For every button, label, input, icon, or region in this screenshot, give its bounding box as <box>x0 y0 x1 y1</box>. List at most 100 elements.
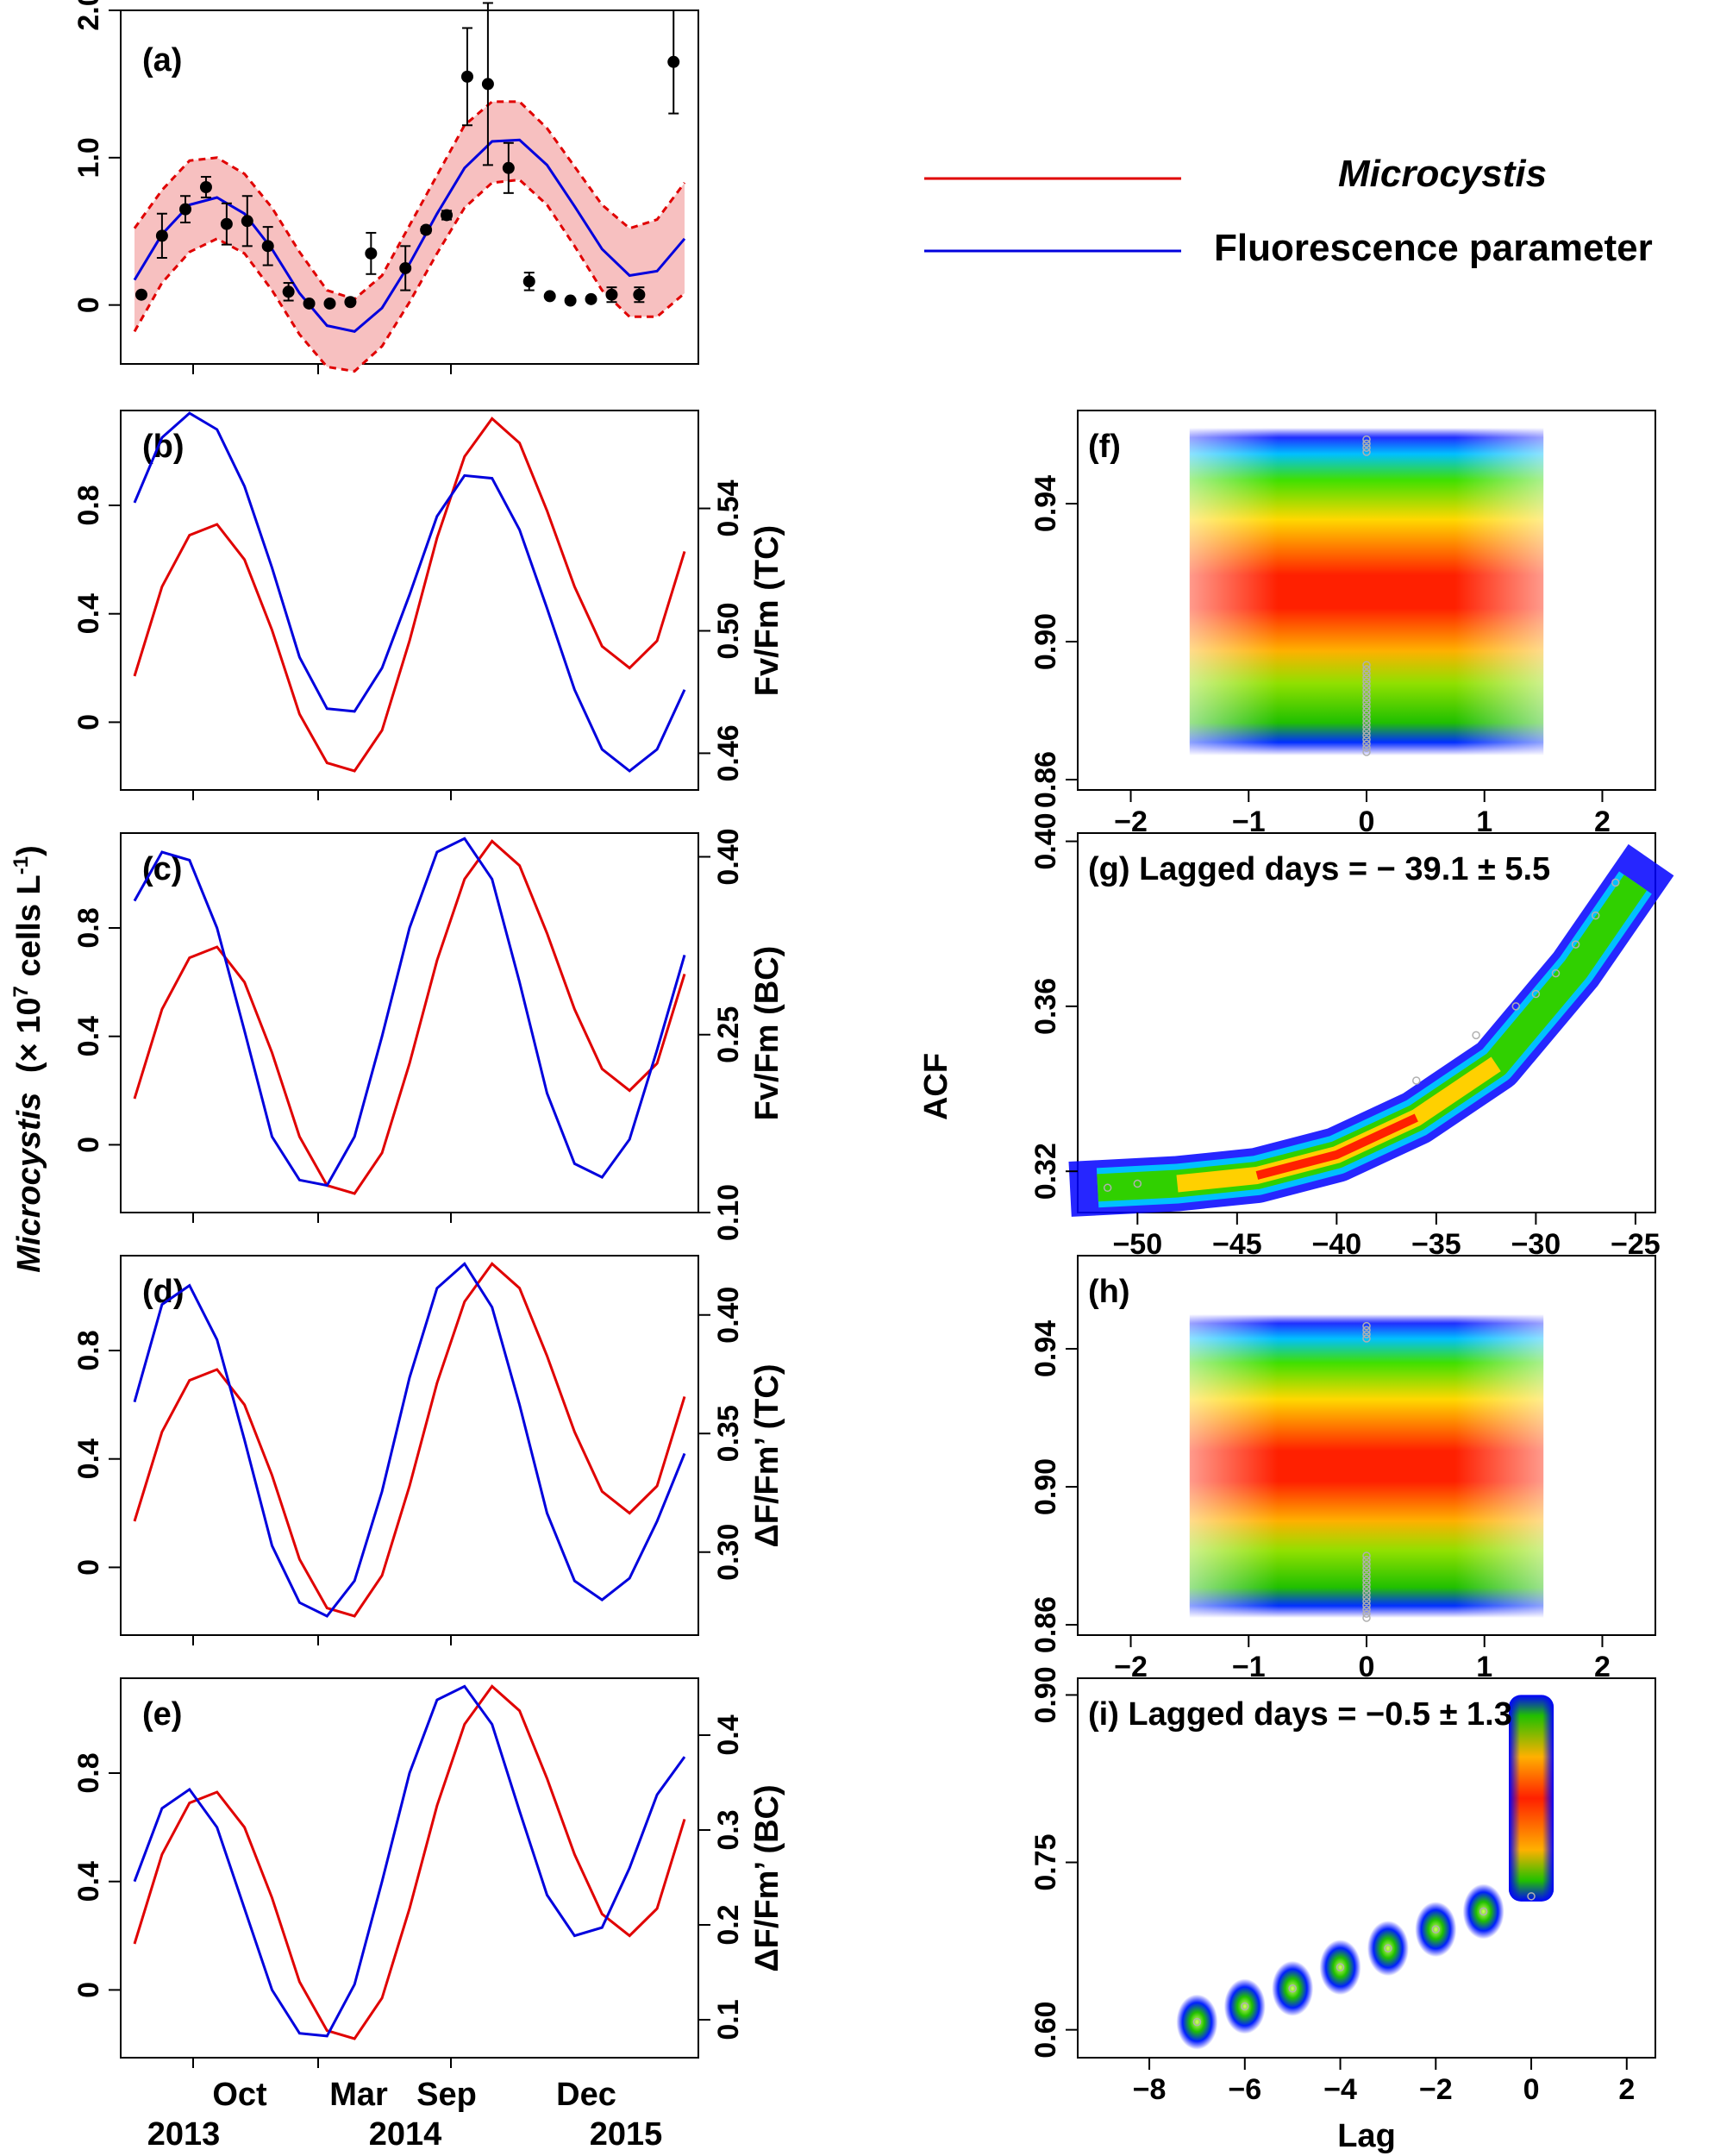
data-point <box>605 288 618 301</box>
data-point <box>199 181 212 193</box>
y-tick-label: 0.4 <box>72 593 105 634</box>
sample-point <box>1288 1984 1297 1993</box>
sample-point <box>1362 1614 1371 1622</box>
right-y-tick-label: 0.46 <box>712 724 745 781</box>
x-tick-label: 2 <box>1618 2073 1635 2106</box>
sample-point <box>1362 1593 1371 1601</box>
data-point <box>365 247 378 260</box>
x-tick-label: 0 <box>1523 2073 1540 2106</box>
sample-point <box>1362 727 1371 736</box>
density-blob <box>1415 1902 1457 1958</box>
legend: Microcystis Fluorescence parameter <box>924 153 1653 269</box>
series-line-2 <box>133 837 686 1188</box>
right-y-axis-label: Fv/Fm (TC) <box>749 525 785 696</box>
sample-point <box>1591 911 1600 920</box>
x-tick-label: −4 <box>1323 2073 1357 2106</box>
sample-point <box>1103 1183 1112 1193</box>
panel-a: (a) 0 1.0 2.0 <box>72 0 699 374</box>
sample-point <box>1362 693 1371 703</box>
sample-point <box>1362 1564 1371 1573</box>
data-point <box>522 275 535 288</box>
sample-point <box>1472 1031 1480 1040</box>
lag-x-axis-label: Lag <box>1337 2118 1396 2154</box>
sample-point <box>1192 2017 1202 2027</box>
sample-point <box>1362 1584 1371 1594</box>
data-point <box>481 78 494 91</box>
sample-point <box>1362 1559 1371 1569</box>
right-y-tick-label: 0.35 <box>712 1405 745 1462</box>
sample-point <box>1362 1605 1371 1614</box>
panel-i: 0.60 0.75 0.90 −8 −6 −4 −2 0 2 (i) Lagged days =… <box>1029 1666 1656 2106</box>
right-y-tick-label: 0.4 <box>712 1714 745 1755</box>
data-point <box>460 70 473 83</box>
sample-point <box>1511 1002 1521 1011</box>
panel-b-title: (b) <box>142 429 185 465</box>
panel-a-title: (a) <box>142 42 182 78</box>
data-point <box>564 294 577 307</box>
series-line-1 <box>133 839 686 1195</box>
panel-e-frame <box>120 1677 699 2059</box>
sample-point <box>1362 661 1371 669</box>
density-blob <box>1272 1960 1314 2016</box>
data-point <box>303 297 316 310</box>
sample-point <box>1362 435 1371 444</box>
x-tick-label: 1 <box>1476 805 1492 838</box>
right-y-axis-label: ΔF/Fm’ (TC) <box>749 1363 785 1547</box>
y-tick-label: 0.8 <box>72 1330 105 1370</box>
y-tick-label: 0.8 <box>72 485 105 525</box>
y-tick-label: 1.0 <box>72 137 105 178</box>
y-tick-label: 0.4 <box>72 1438 105 1479</box>
panel-g-plot: 0.320.360.40−50 −45 −40 −35 −30 −25 <box>1029 812 1674 1261</box>
data-point <box>543 290 556 303</box>
x-tick-label: −8 <box>1133 2073 1167 2106</box>
sample-point <box>1362 690 1371 699</box>
y-tick-label: 0.8 <box>72 907 105 948</box>
sample-point <box>1362 739 1371 749</box>
month-label: Oct <box>212 2077 267 2113</box>
sample-point <box>1362 1609 1371 1618</box>
sample-point <box>1336 1963 1345 1971</box>
series-line-2 <box>133 1684 686 2038</box>
sample-point <box>1551 968 1561 978</box>
data-point <box>420 223 433 236</box>
sample-point <box>1431 1925 1441 1934</box>
sample-point <box>1362 1321 1371 1331</box>
ridge-red <box>1255 1113 1418 1180</box>
month-label: Sep <box>416 2077 477 2113</box>
y-tick-label: 0 <box>72 1559 105 1576</box>
panel-f-title: (f) <box>1088 429 1121 465</box>
confidence-band <box>134 101 685 372</box>
sample-point <box>1362 439 1371 448</box>
y-tick-label: 0 <box>72 297 105 313</box>
month-label: Mar <box>329 2077 388 2113</box>
right-y-tick-label: 0.50 <box>712 602 745 659</box>
sample-point <box>1362 686 1371 694</box>
year-label: 2015 <box>590 2116 663 2153</box>
sample-point <box>1384 1944 1392 1952</box>
sample-point <box>1362 1576 1371 1585</box>
sample-point <box>1362 718 1371 728</box>
right-y-tick-label: 0.54 <box>712 479 745 536</box>
y-tick-label: 0.36 <box>1029 978 1062 1035</box>
panel-d-frame <box>120 1255 699 1636</box>
sample-point <box>1362 714 1371 724</box>
right-y-tick-label: 0.25 <box>712 1006 745 1063</box>
right-y-tick-label: 0.40 <box>712 1287 745 1344</box>
sample-point <box>1412 1076 1421 1085</box>
y-tick-label: 0.90 <box>1029 1666 1062 1723</box>
x-tick-label: 1 <box>1476 1651 1492 1683</box>
panel-g: 0.320.360.40−50 −45 −40 −35 −30 −25 (g) Lagge… <box>1029 812 1674 1261</box>
left-y-label-sup7: 7 <box>9 986 33 997</box>
y-tick-label: 0.40 <box>1029 812 1062 869</box>
x-tick-label: 0 <box>1359 805 1375 838</box>
year-label: 2014 <box>369 2116 442 2153</box>
sample-point <box>1362 1580 1371 1589</box>
left-y-axis-label: Microcystis (× 107 cells L-1) <box>9 845 47 1273</box>
legend-label-fluorescence: Fluorescence parameter <box>1214 227 1653 269</box>
right-y-tick-label: 0.40 <box>712 828 745 885</box>
panel-i-plot: 0.60 0.75 0.90 −8 −6 −4 −2 0 2 <box>1029 1666 1635 2106</box>
y-tick-label: 0.4 <box>72 1861 105 1902</box>
